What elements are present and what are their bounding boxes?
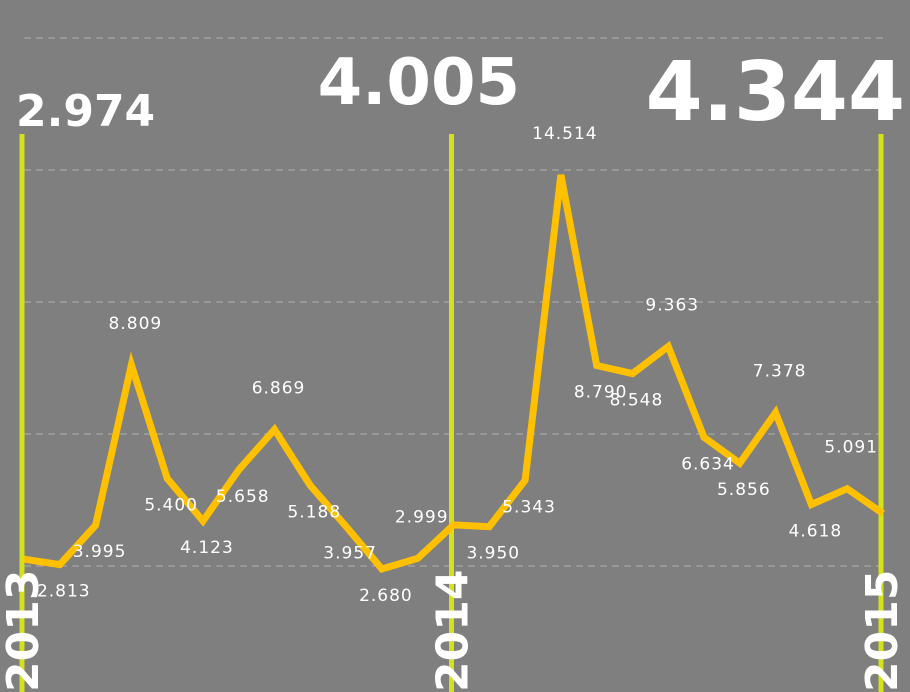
highlight-value: 4.344 xyxy=(646,45,905,140)
data-label: 14.514 xyxy=(532,124,597,144)
data-label: 5.091 xyxy=(824,438,878,458)
data-label: 4.618 xyxy=(789,521,843,541)
data-label: 8.548 xyxy=(610,391,664,411)
data-label: 2.999 xyxy=(395,507,449,527)
year-markers: 2013 2014 2015 xyxy=(0,134,908,692)
data-label: 4.123 xyxy=(180,538,234,558)
data-label: 8.790 xyxy=(574,383,628,403)
data-label: 2.680 xyxy=(359,586,413,606)
data-label: 5.188 xyxy=(287,502,341,522)
series-line xyxy=(23,174,885,574)
highlight-value: 4.005 xyxy=(318,46,520,120)
data-label: 5.400 xyxy=(144,495,198,515)
year-label: 2015 xyxy=(857,570,908,692)
series-group xyxy=(23,174,885,574)
data-label: 5.343 xyxy=(502,497,556,517)
highlight-value: 2.974 xyxy=(16,86,155,137)
data-label: 3.957 xyxy=(323,543,377,563)
data-label: 6.634 xyxy=(681,454,735,474)
data-label: 7.378 xyxy=(753,362,807,382)
year-label: 2013 xyxy=(0,570,49,692)
data-label: 6.869 xyxy=(252,379,306,399)
data-label: 9.363 xyxy=(645,295,699,315)
data-labels: 2.813 3.995 8.809 5.400 4.123 5.658 6.869 5.188… xyxy=(37,124,878,606)
data-label: 2.813 xyxy=(37,582,91,602)
data-label: 3.950 xyxy=(466,544,520,564)
data-label: 3.995 xyxy=(73,542,127,562)
data-label: 5.856 xyxy=(717,480,771,500)
data-label: 5.658 xyxy=(216,487,270,507)
data-label: 8.809 xyxy=(109,314,163,334)
year-label: 2014 xyxy=(428,570,479,692)
highlight-labels: 2.974 4.005 4.344 xyxy=(16,45,905,140)
